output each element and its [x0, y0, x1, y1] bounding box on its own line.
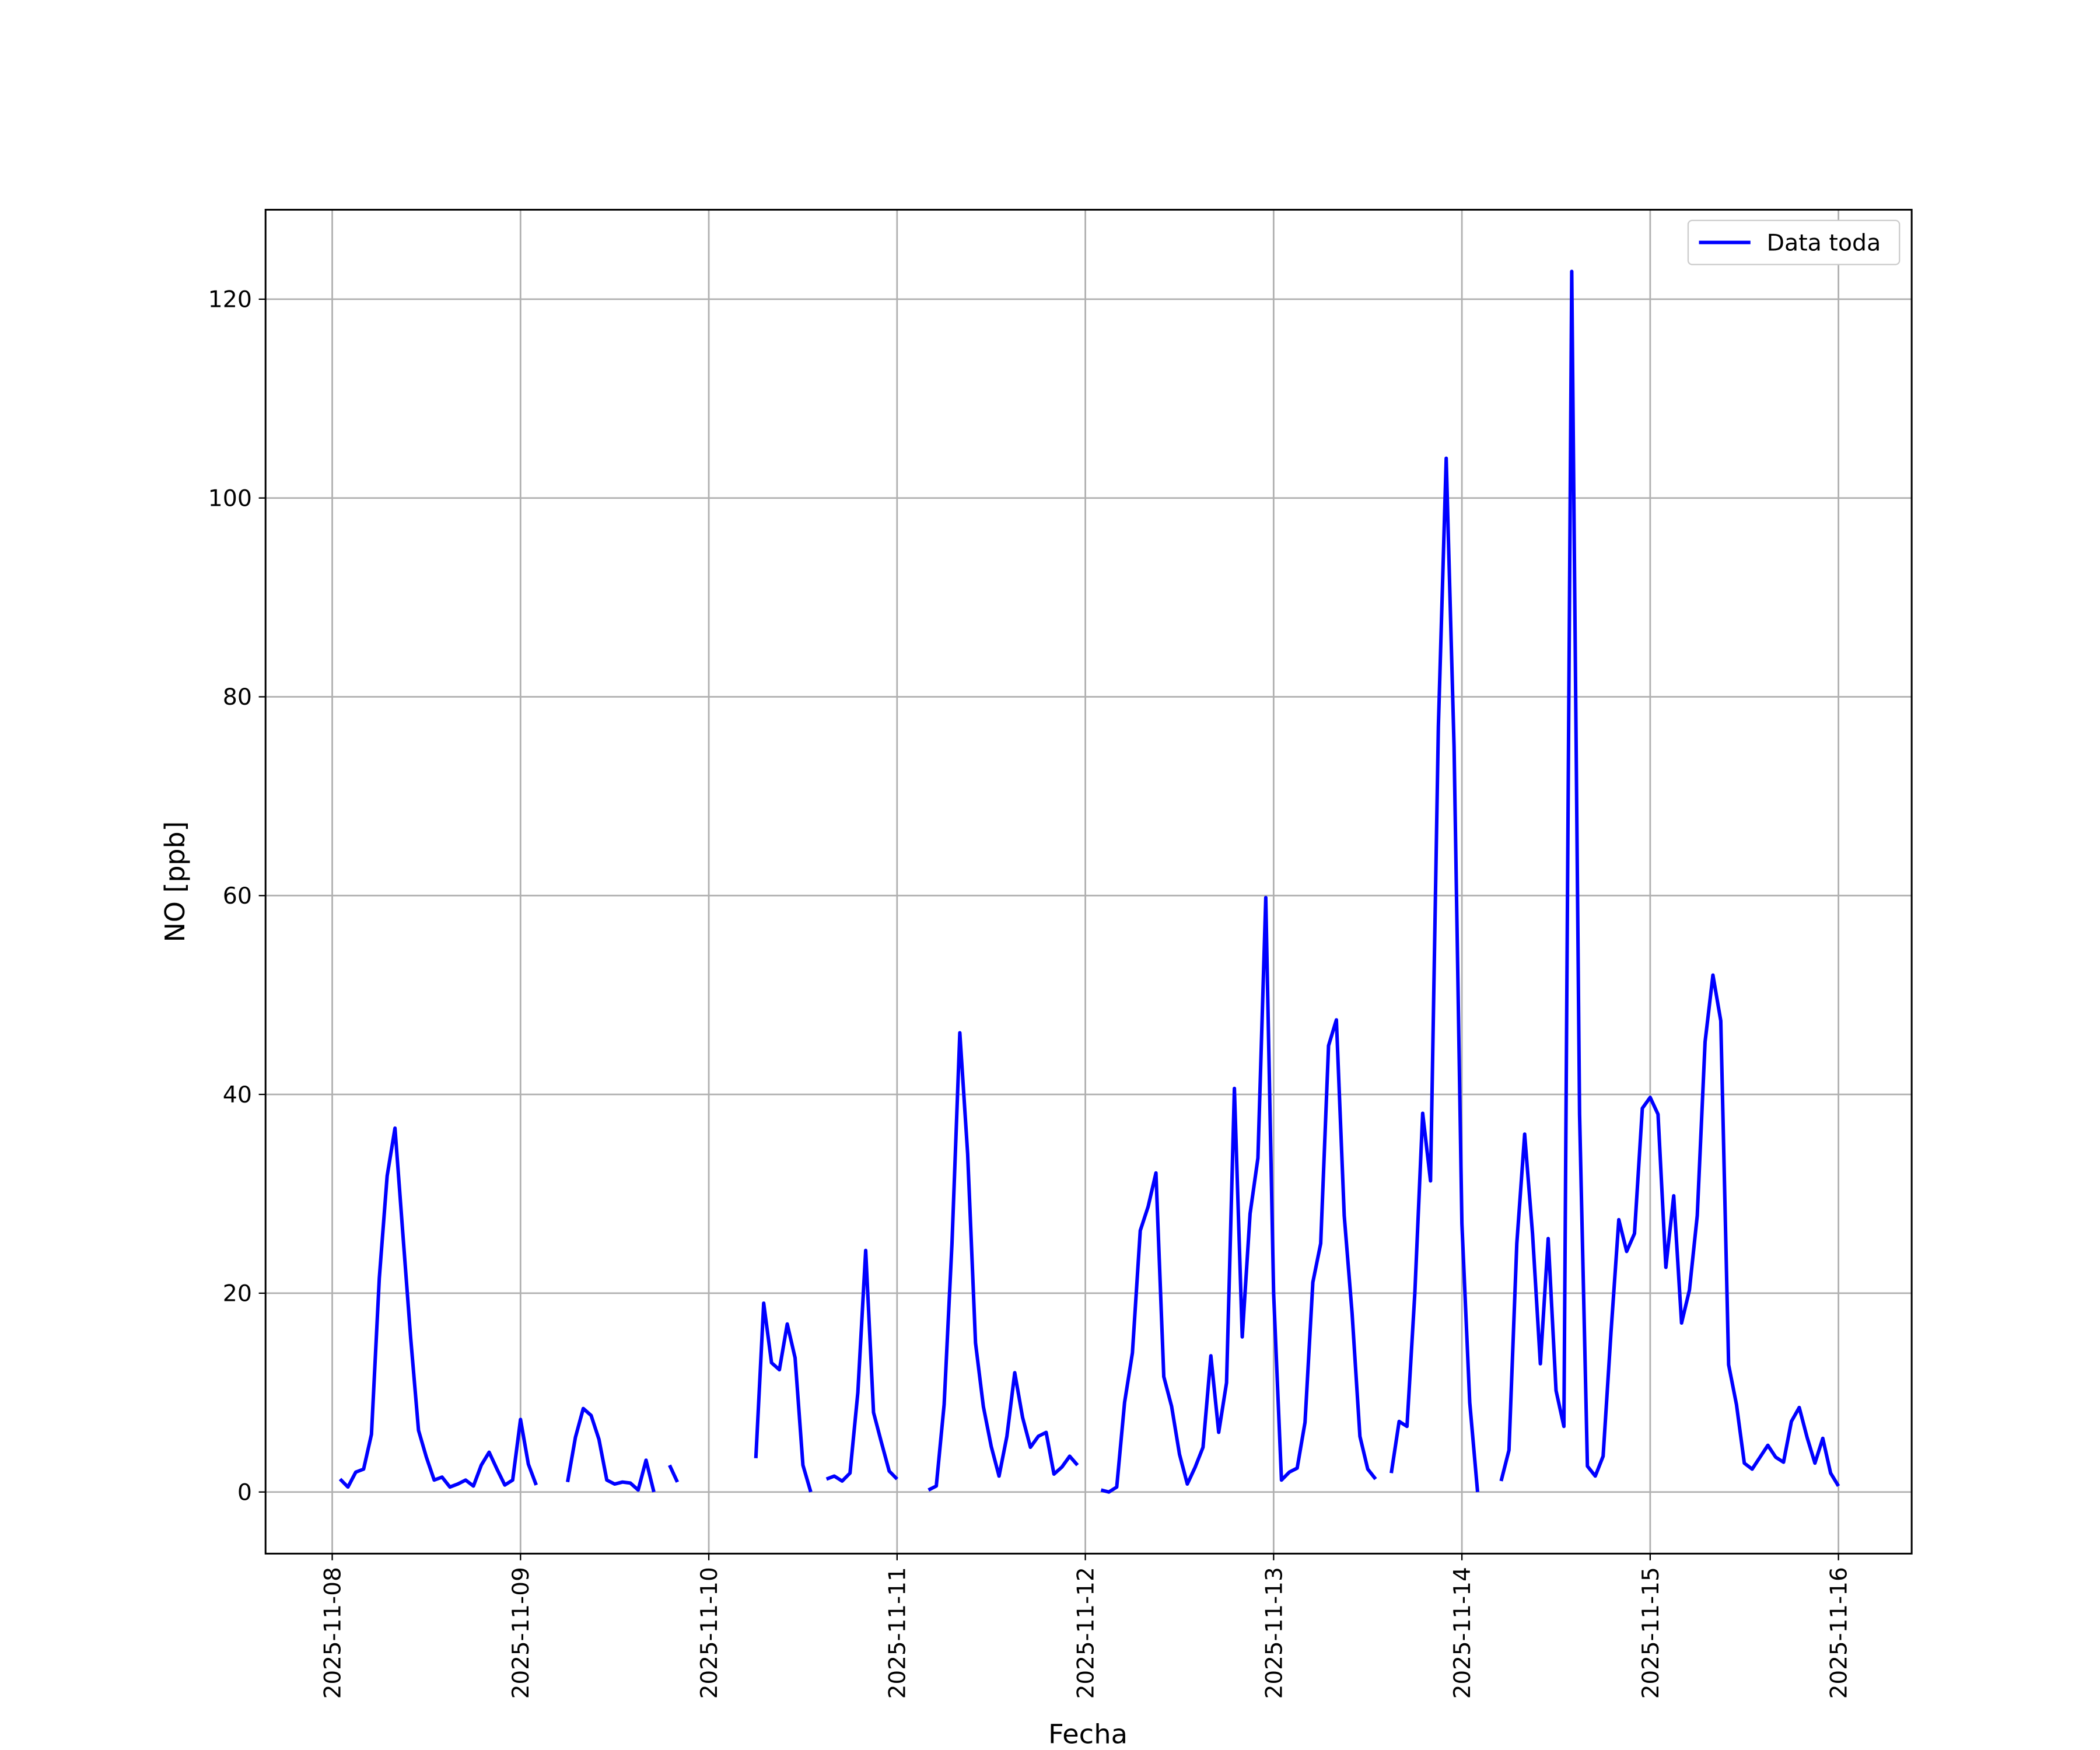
y-tick-label: 80 — [223, 684, 252, 710]
x-tick-label: 2025-11-12 — [1073, 1567, 1099, 1699]
legend-label: Data toda — [1767, 230, 1881, 257]
x-tick-label: 2025-11-10 — [696, 1567, 723, 1699]
x-tick-label: 2025-11-09 — [508, 1567, 534, 1699]
y-tick-label: 0 — [237, 1480, 252, 1506]
x-tick-label: 2025-11-13 — [1261, 1567, 1287, 1699]
y-axis-label: NO [ppb] — [159, 821, 191, 943]
y-tick-label: 40 — [223, 1082, 252, 1108]
legend-box — [1687, 219, 1901, 265]
x-tick-label: 2025-11-16 — [1826, 1567, 1852, 1699]
y-tick-label: 20 — [223, 1281, 252, 1307]
y-tick-label: 100 — [208, 486, 252, 512]
x-axis-label: Fecha — [1048, 1718, 1128, 1750]
x-tick-label: 2025-11-15 — [1638, 1567, 1664, 1699]
x-tick-label: 2025-11-14 — [1450, 1567, 1476, 1699]
x-tick-label: 2025-11-11 — [885, 1567, 911, 1699]
data-line — [338, 270, 1840, 1494]
y-tick-label: 120 — [208, 287, 252, 313]
x-tick-label: 2025-11-08 — [320, 1567, 346, 1699]
plot-frame — [264, 209, 1913, 1555]
y-tick-label: 60 — [223, 883, 252, 909]
